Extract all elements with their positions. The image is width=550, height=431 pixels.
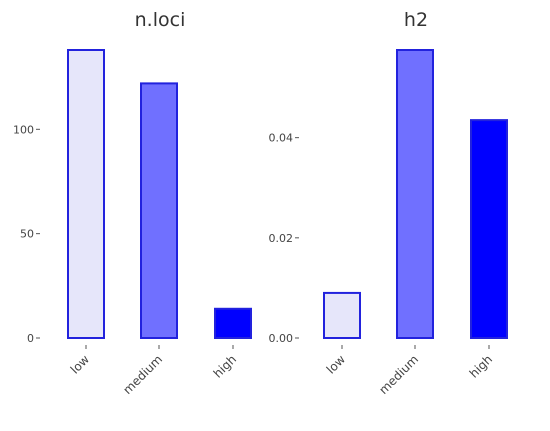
y-tick-label: 0 [27, 332, 34, 345]
bar-high [214, 307, 252, 340]
bar-medium [140, 82, 178, 339]
panel-title: h2 [404, 9, 428, 31]
y-tick-label: 100 [13, 123, 34, 136]
bar-medium [396, 49, 434, 339]
bars [67, 49, 252, 340]
y-tick-label: 0.04 [269, 132, 294, 145]
bar-high [470, 119, 508, 340]
y-axis: 0 50 100 [13, 123, 40, 345]
bars [323, 49, 508, 340]
bar-low [67, 49, 105, 339]
panel-title: n.loci [135, 9, 186, 31]
y-tick-label: 50 [20, 228, 34, 241]
y-axis: 0.00 0.02 0.04 [269, 132, 299, 345]
y-tick-label: 0.02 [269, 232, 294, 245]
y-tick-label: 0.00 [269, 332, 294, 345]
bar-low [323, 291, 361, 340]
